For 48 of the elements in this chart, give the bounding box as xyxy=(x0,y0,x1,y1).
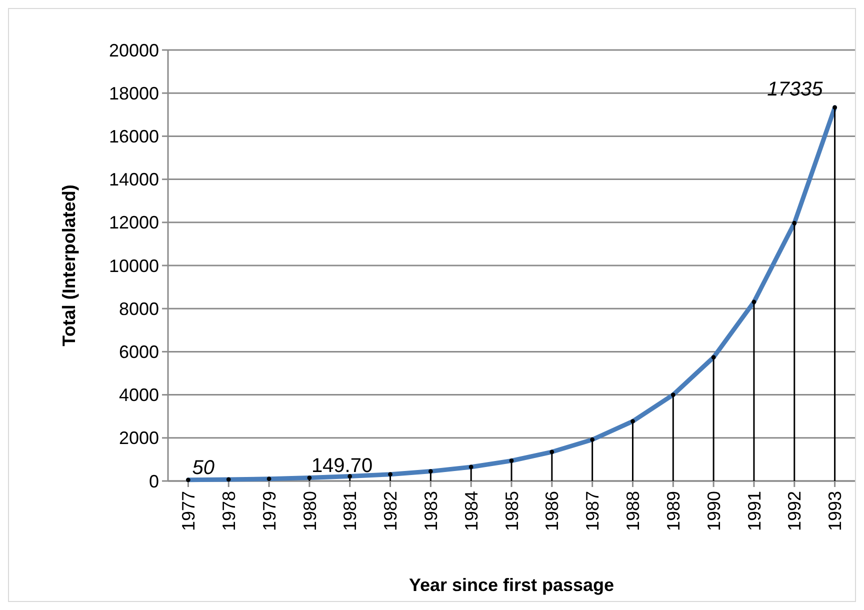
x-tick-label: 1980 xyxy=(300,491,320,532)
x-tick-label: 1981 xyxy=(340,491,360,532)
y-tick-label: 14000 xyxy=(108,170,159,190)
point xyxy=(509,458,514,463)
point xyxy=(428,469,433,474)
y-tick-label: 2000 xyxy=(118,428,159,448)
point xyxy=(468,464,474,470)
annotation: 50 xyxy=(192,456,214,479)
y-tick-label: 0 xyxy=(148,471,159,492)
x-tick-label: 1977 xyxy=(178,491,199,532)
point xyxy=(590,437,595,442)
point xyxy=(630,419,635,424)
x-tick-label: 1987 xyxy=(582,491,603,532)
point xyxy=(388,472,392,477)
point xyxy=(752,300,756,304)
x-tick-label: 1978 xyxy=(218,491,239,532)
x-tick-label: 1992 xyxy=(784,491,805,532)
point xyxy=(348,474,352,478)
point xyxy=(792,220,797,226)
annotation: 149.70 xyxy=(311,454,373,477)
y-tick-label: 10000 xyxy=(108,256,159,276)
x-tick-label: 1983 xyxy=(420,491,441,532)
x-tick-label: 1985 xyxy=(502,491,522,532)
x-tick-label: 1990 xyxy=(704,491,724,532)
y-tick-label: 20000 xyxy=(108,40,159,60)
x-tick-label: 1982 xyxy=(380,491,401,532)
line-series xyxy=(186,105,838,482)
y-tick-label: 6000 xyxy=(118,342,159,362)
x-axis-title: Year since first passage xyxy=(408,575,614,595)
annotation: 17335 xyxy=(767,78,824,100)
y-tick-label: 4000 xyxy=(118,385,159,406)
y-tick-label: 16000 xyxy=(108,126,159,146)
y-tick-label: 12000 xyxy=(108,212,159,233)
x-tick-label: 1989 xyxy=(663,491,684,532)
point xyxy=(550,450,554,454)
x-tick-label: 1988 xyxy=(623,491,644,532)
point xyxy=(832,105,837,110)
y-axis-title: Total (Interpolated) xyxy=(59,184,79,346)
x-tick-label: 1991 xyxy=(744,491,764,532)
x-tick-label: 1986 xyxy=(542,491,562,532)
x-tick-label: 1993 xyxy=(825,491,846,532)
point xyxy=(711,355,716,360)
point xyxy=(670,392,676,397)
x-tick-label: 1984 xyxy=(461,491,482,532)
point xyxy=(226,477,231,482)
y-tick-label: 18000 xyxy=(108,83,159,104)
y-tick-label: 8000 xyxy=(118,298,159,319)
x-tick-label: 1979 xyxy=(259,491,280,532)
